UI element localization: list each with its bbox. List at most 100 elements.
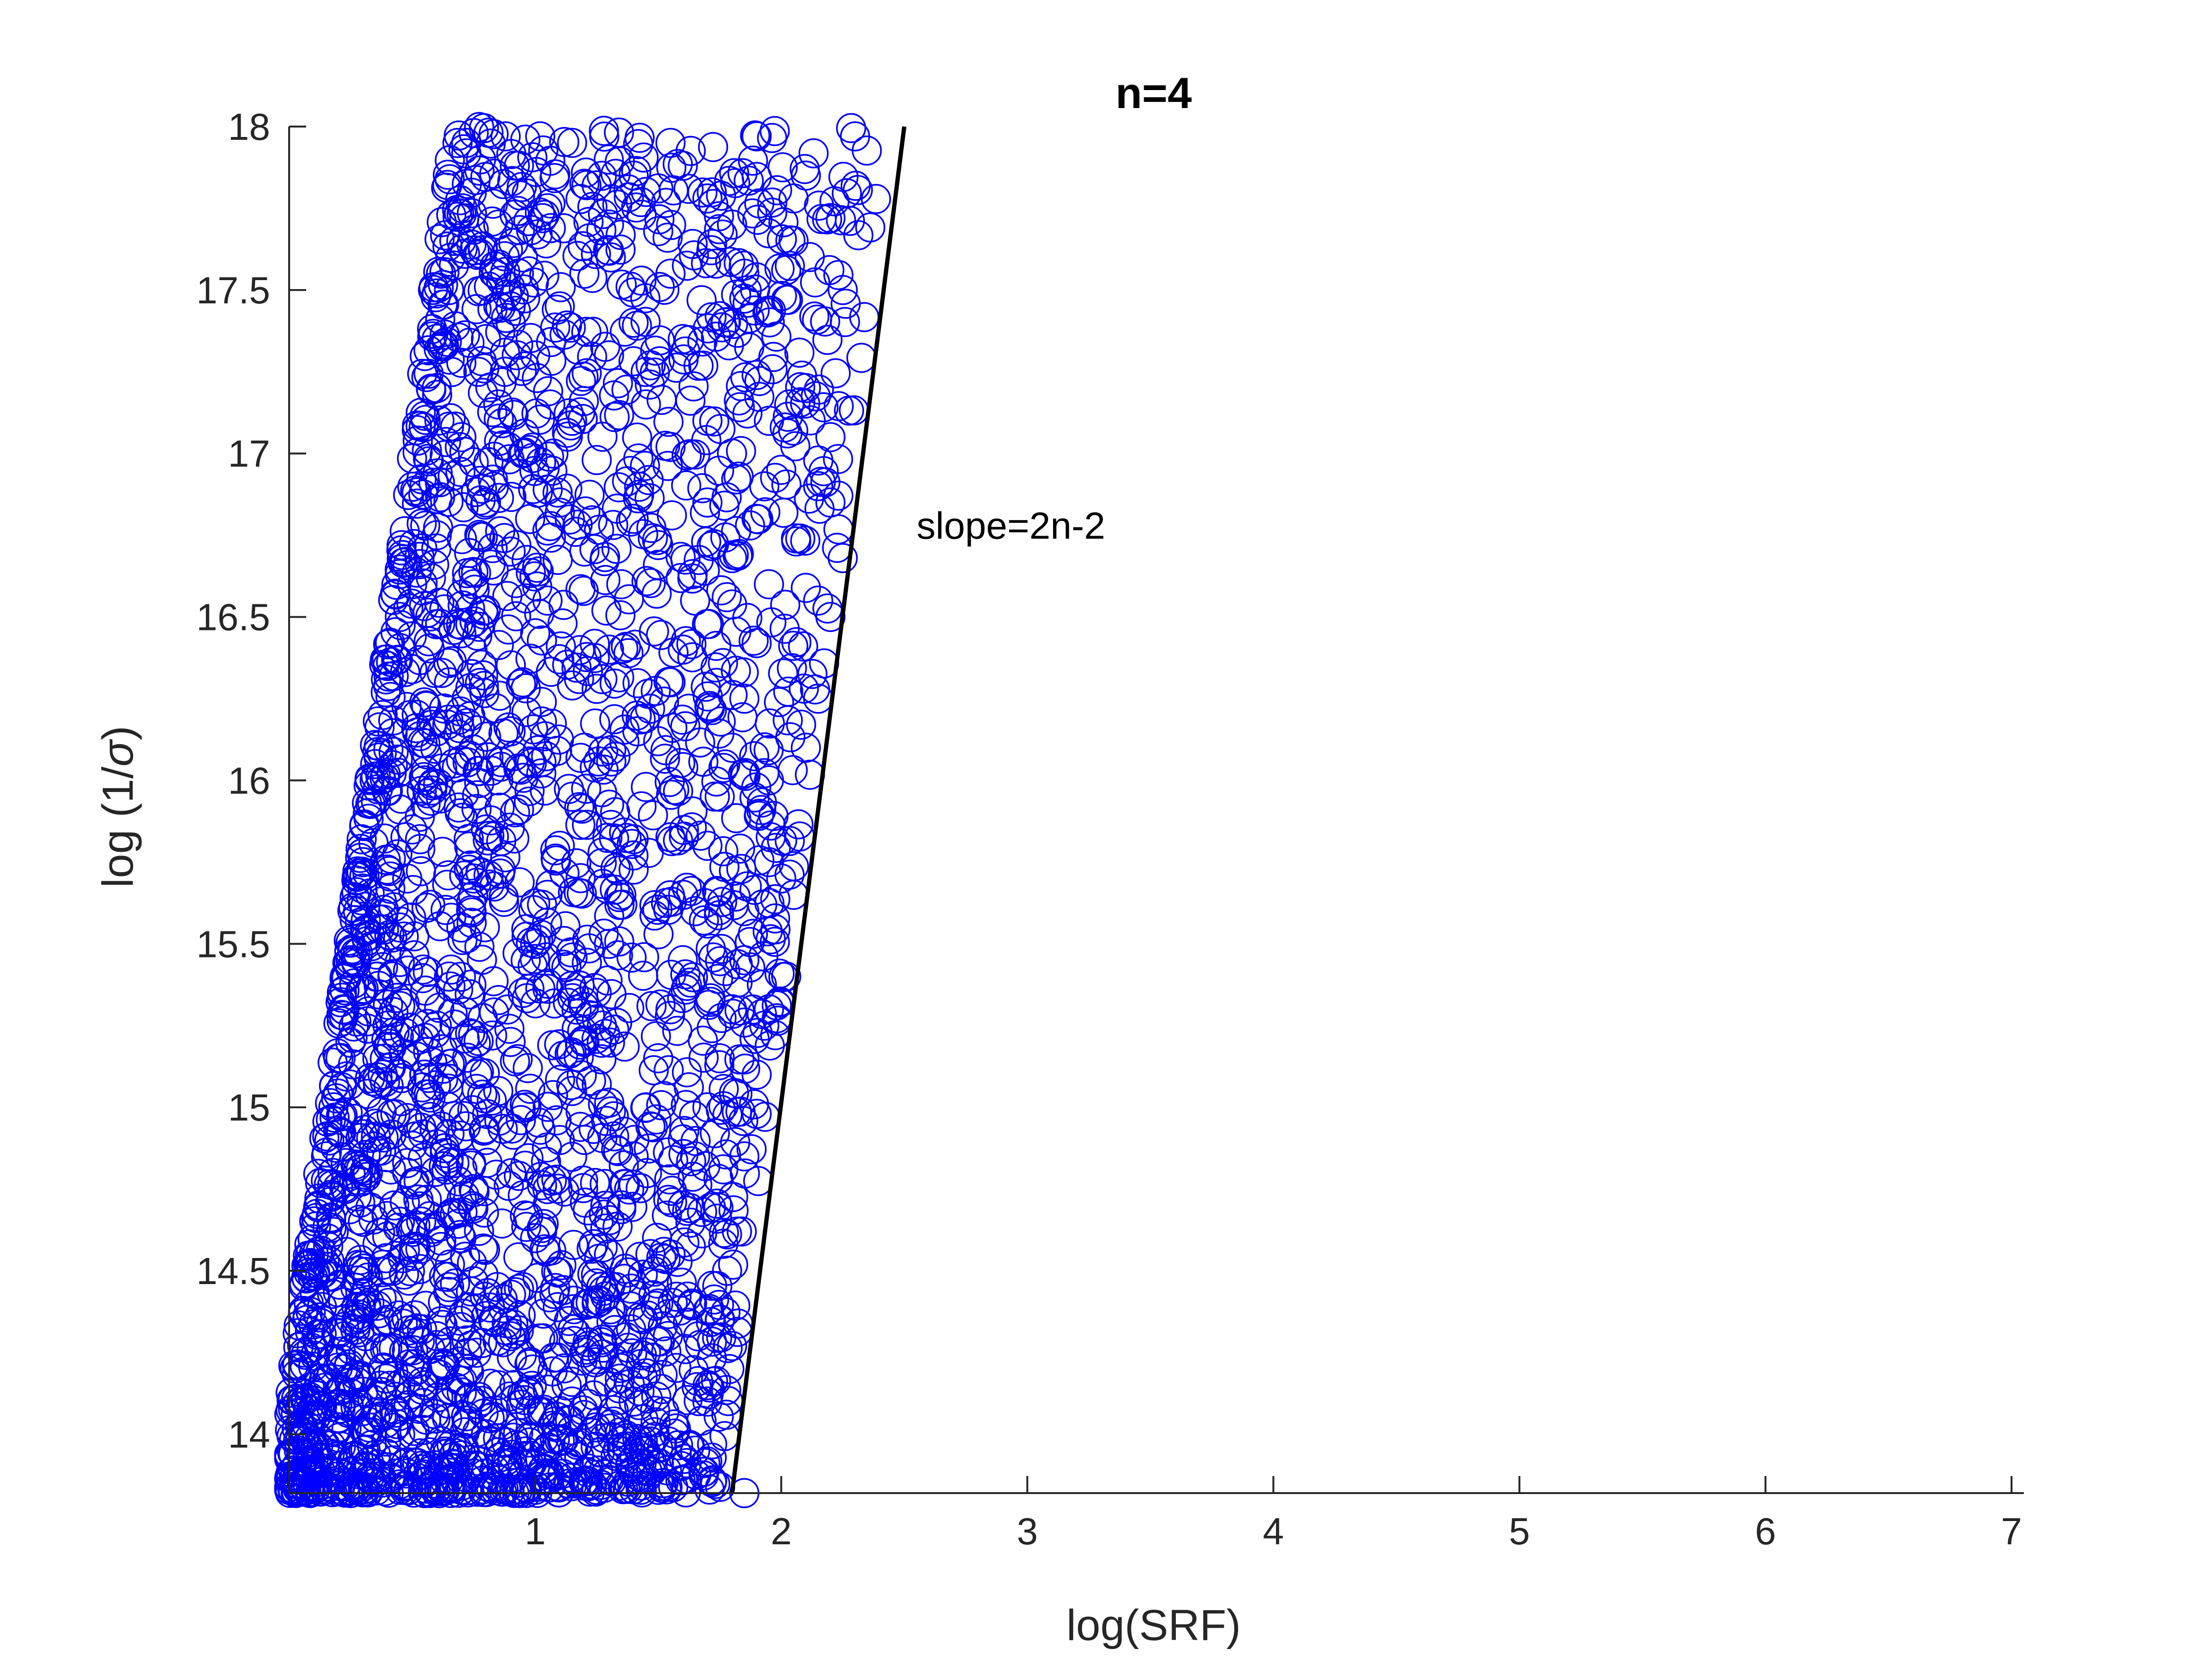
data-point <box>405 1254 436 1285</box>
data-point <box>548 1275 579 1305</box>
data-point <box>726 436 756 466</box>
data-point <box>338 1011 369 1042</box>
data-point <box>401 415 432 446</box>
data-point <box>291 1431 322 1461</box>
data-point <box>467 1079 498 1110</box>
data-point <box>656 500 687 530</box>
data-point <box>425 304 455 335</box>
data-point <box>424 224 455 255</box>
data-point <box>525 121 555 152</box>
data-point <box>616 942 647 973</box>
data-point <box>501 1430 531 1460</box>
data-point <box>433 486 464 517</box>
data-point <box>468 1233 499 1264</box>
data-point <box>630 283 661 313</box>
data-point <box>380 578 410 609</box>
data-point <box>385 1419 416 1450</box>
data-point <box>710 1297 741 1328</box>
data-point <box>304 1328 335 1358</box>
data-point <box>314 1169 344 1200</box>
data-point <box>364 913 395 944</box>
data-point <box>614 584 644 615</box>
data-point <box>385 1059 415 1090</box>
data-point <box>652 1200 682 1231</box>
data-point <box>606 269 637 300</box>
data-point <box>551 1370 582 1401</box>
data-point <box>536 656 566 687</box>
data-point <box>608 633 638 664</box>
data-point <box>298 1473 328 1504</box>
data-point <box>326 1142 356 1172</box>
data-point <box>501 568 531 598</box>
data-point <box>422 380 453 410</box>
data-point <box>577 263 608 293</box>
data-point <box>329 995 360 1025</box>
data-point <box>467 945 497 975</box>
data-point <box>624 1302 655 1333</box>
data-point <box>651 1336 682 1367</box>
data-point <box>394 1349 425 1379</box>
data-point <box>773 401 803 432</box>
data-point <box>621 192 652 223</box>
data-point <box>581 1431 611 1462</box>
data-point <box>418 768 448 799</box>
data-point <box>402 437 433 468</box>
data-point <box>366 1401 397 1431</box>
data-point <box>834 395 865 426</box>
data-point <box>427 753 457 784</box>
data-point <box>764 687 794 718</box>
data-point <box>636 568 666 598</box>
data-point <box>549 1176 580 1207</box>
data-point <box>378 661 409 692</box>
x-axis-label: log(SRF) <box>1066 1601 1241 1650</box>
data-point <box>520 618 550 648</box>
data-point <box>448 492 479 522</box>
data-point <box>672 873 702 903</box>
data-point <box>513 1143 544 1174</box>
data-point <box>411 362 442 392</box>
data-point <box>385 610 416 640</box>
data-point <box>282 1350 312 1381</box>
data-point <box>708 648 738 678</box>
data-point <box>797 659 828 689</box>
data-point <box>643 549 673 580</box>
data-point <box>709 1074 739 1104</box>
data-point <box>712 1333 743 1363</box>
data-point <box>402 717 432 748</box>
data-point <box>536 870 566 900</box>
data-point <box>727 1216 757 1247</box>
data-point <box>804 191 834 221</box>
data-point <box>444 1365 474 1396</box>
data-point <box>435 1249 465 1280</box>
data-point <box>531 228 562 259</box>
data-point <box>599 1101 629 1131</box>
data-point <box>640 675 671 706</box>
data-point <box>606 569 637 600</box>
data-point <box>452 747 483 778</box>
data-point <box>375 682 406 712</box>
data-point <box>522 1263 553 1293</box>
data-point <box>527 706 557 737</box>
data-point <box>555 504 585 535</box>
data-point <box>444 1346 474 1377</box>
data-point <box>642 525 673 556</box>
data-point <box>739 1089 769 1120</box>
data-point <box>412 597 443 628</box>
data-point <box>484 426 514 456</box>
x-tick-label: 6 <box>1755 1510 1776 1552</box>
data-point <box>528 135 558 166</box>
data-point <box>411 1474 441 1504</box>
data-point <box>855 212 885 243</box>
data-point <box>698 942 728 973</box>
data-point <box>398 1335 428 1366</box>
data-point <box>379 1190 410 1221</box>
data-point <box>576 1066 606 1096</box>
data-point <box>405 645 435 675</box>
data-point <box>399 940 429 971</box>
data-point <box>394 700 425 730</box>
data-point <box>410 405 441 435</box>
data-point <box>768 498 799 528</box>
data-point <box>423 256 454 287</box>
data-point <box>671 470 701 501</box>
data-point <box>676 876 707 906</box>
